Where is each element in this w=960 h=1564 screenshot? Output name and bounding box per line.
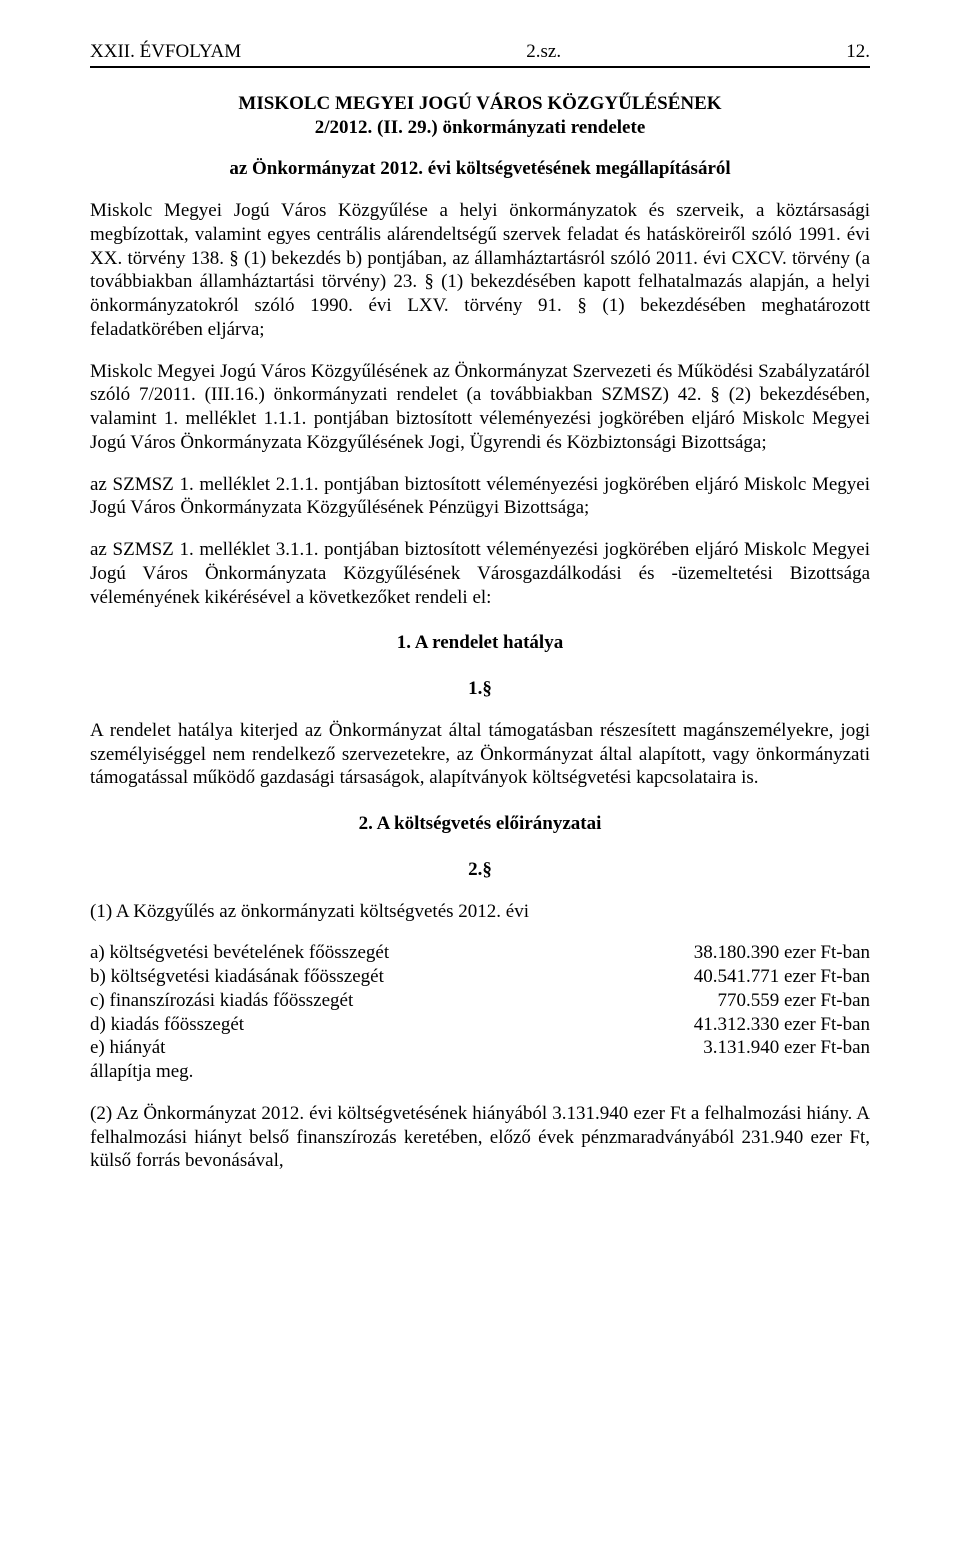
amount-row: d) kiadás főösszegét 41.312.330 ezer Ft-… [90,1013,870,1037]
amount-row: e) hiányát 3.131.940 ezer Ft-ban [90,1036,870,1060]
preamble-para-3: az SZMSZ 1. melléklet 2.1.1. pontjában b… [90,473,870,521]
amount-label: e) hiányát [90,1036,683,1060]
section-1-para-num: 1.§ [90,677,870,701]
amount-label: c) finanszírozási kiadás főösszegét [90,989,698,1013]
section-1-heading: 1. A rendelet hatálya [90,631,870,655]
amount-label: d) kiadás főösszegét [90,1013,674,1037]
amount-value: 38.180.390 ezer Ft-ban [674,941,870,965]
section-1-text: A rendelet hatálya kiterjed az Önkormány… [90,719,870,790]
amount-value: 3.131.940 ezer Ft-ban [683,1036,870,1060]
section-2-para-2: (2) Az Önkormányzat 2012. évi költségvet… [90,1102,870,1173]
header-mid: 2.sz. [526,40,561,64]
title-line-2: 2/2012. (II. 29.) önkormányzati rendelet… [90,116,870,140]
amount-value: 40.541.771 ezer Ft-ban [674,965,870,989]
document-title: MISKOLC MEGYEI JOGÚ VÁROS KÖZGYŰLÉSÉNEK … [90,92,870,140]
amount-list: a) költségvetési bevételének főösszegét … [90,941,870,1084]
preamble-para-1: Miskolc Megyei Jogú Város Közgyűlése a h… [90,199,870,342]
amount-label: b) költségvetési kiadásának főösszegét [90,965,674,989]
amount-row: b) költségvetési kiadásának főösszegét 4… [90,965,870,989]
amount-label: a) költségvetési bevételének főösszegét [90,941,674,965]
amount-value: 41.312.330 ezer Ft-ban [674,1013,870,1037]
title-line-1: MISKOLC MEGYEI JOGÚ VÁROS KÖZGYŰLÉSÉNEK [90,92,870,116]
preamble-para-4: az SZMSZ 1. melléklet 3.1.1. pontjában b… [90,538,870,609]
section-2-heading: 2. A költségvetés előirányzatai [90,812,870,836]
preamble-para-2: Miskolc Megyei Jogú Város Közgyűlésének … [90,360,870,455]
header-right: 12. [846,40,870,64]
section-2-para-num: 2.§ [90,858,870,882]
amount-row: c) finanszírozási kiadás főösszegét 770.… [90,989,870,1013]
header-left: XXII. ÉVFOLYAM [90,40,241,64]
amount-tail: állapítja meg. [90,1060,870,1084]
document-page: XXII. ÉVFOLYAM 2.sz. 12. MISKOLC MEGYEI … [0,0,960,1564]
document-subtitle: az Önkormányzat 2012. évi költségvetésén… [90,157,870,181]
page-header: XXII. ÉVFOLYAM 2.sz. 12. [90,40,870,68]
amount-value: 770.559 ezer Ft-ban [698,989,870,1013]
section-2-lead: (1) A Közgyűlés az önkormányzati költség… [90,900,870,924]
amount-row: a) költségvetési bevételének főösszegét … [90,941,870,965]
